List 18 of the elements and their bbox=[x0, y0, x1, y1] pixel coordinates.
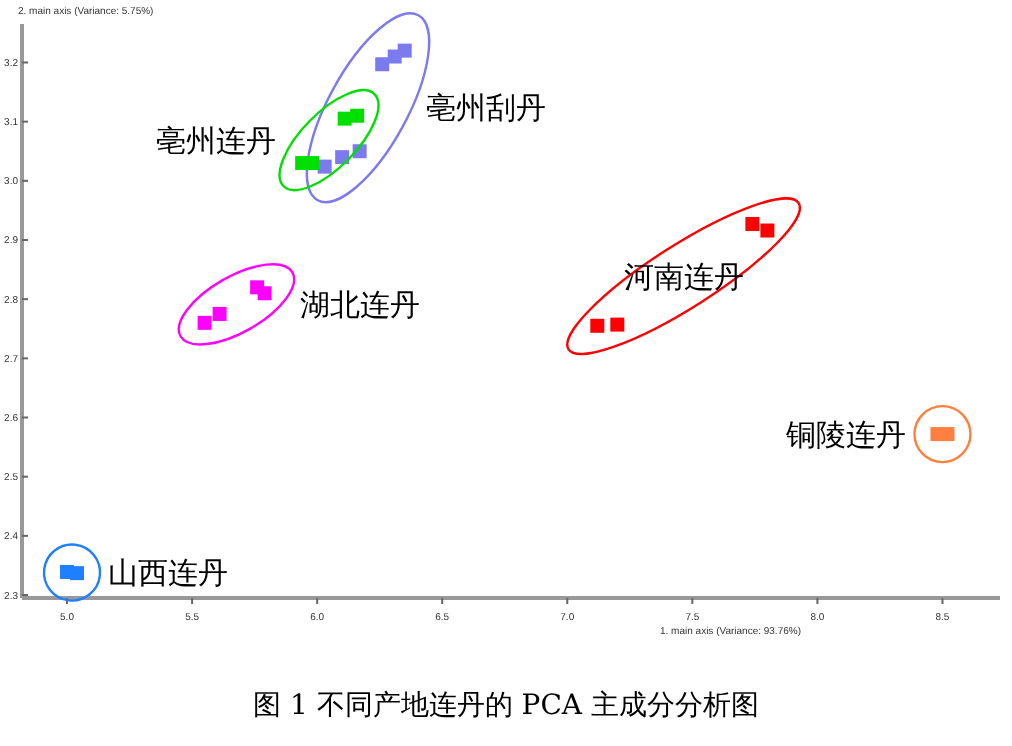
point bbox=[317, 159, 332, 174]
point bbox=[197, 315, 212, 330]
series-label: 亳州刮丹 bbox=[426, 90, 547, 127]
point bbox=[590, 318, 605, 333]
point bbox=[397, 43, 412, 58]
point bbox=[760, 223, 775, 238]
point bbox=[212, 306, 227, 321]
point bbox=[375, 57, 390, 72]
point bbox=[257, 286, 272, 301]
series-label: 铜陵连丹 bbox=[784, 416, 907, 453]
series-label: 湖北连丹 bbox=[300, 286, 421, 323]
legend-label: 山西连丹 bbox=[107, 555, 228, 592]
point bbox=[745, 217, 760, 232]
caption: 图 1 不同产地连丹的 PCA 主成分分析图 bbox=[253, 690, 759, 722]
point bbox=[350, 108, 365, 123]
point bbox=[305, 156, 320, 171]
series-label: 亳州连丹 bbox=[155, 122, 276, 159]
point bbox=[610, 317, 625, 332]
